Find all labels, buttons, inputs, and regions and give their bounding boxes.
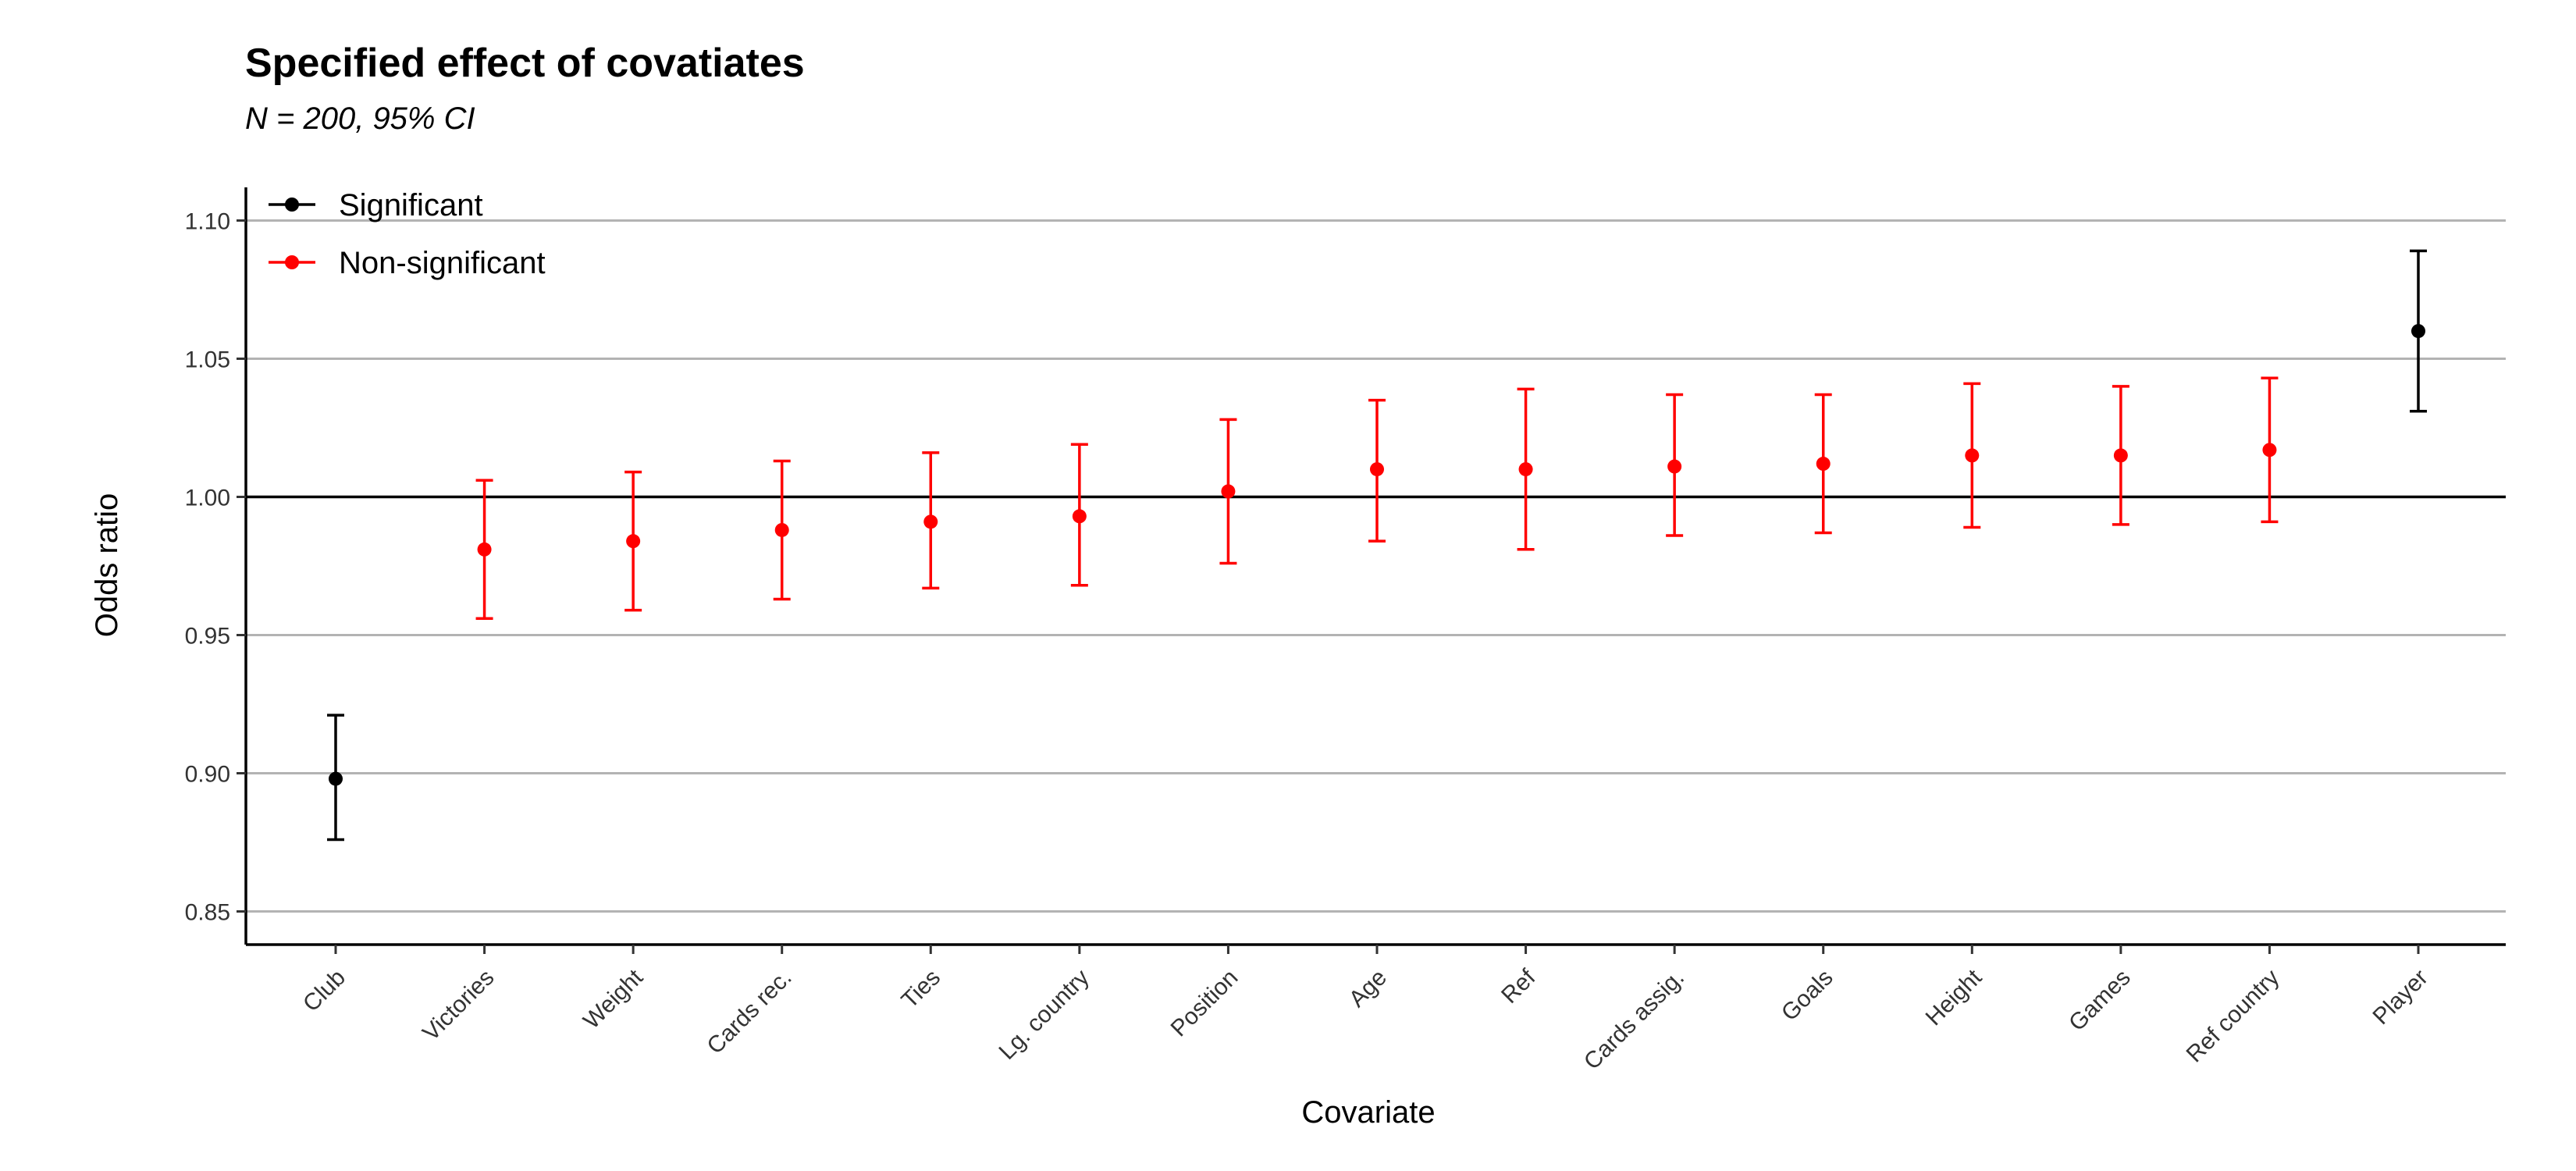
data-point [2411, 324, 2425, 339]
legend-label: Non-significant [339, 246, 546, 280]
x-tick-label: Weight [578, 964, 648, 1034]
error-bar-group [922, 451, 940, 590]
y-tick-labels: 0.85 0.90 0.95 1.00 1.05 1.10 [185, 208, 230, 925]
error-bar-group [2410, 249, 2427, 413]
error-bar-group [2112, 385, 2129, 526]
x-tick-label: Age [1344, 965, 1392, 1013]
x-tick-label: Lg. country [994, 965, 1094, 1065]
data-point [477, 542, 492, 557]
error-bar-group [773, 459, 791, 601]
x-axis-title: Covariate [1301, 1095, 1435, 1130]
axes [237, 187, 2506, 954]
y-tick-label: 1.05 [185, 347, 230, 372]
x-tick-labels: Club Victories Weight Cards rec. Ties Lg. cou… [298, 964, 2433, 1075]
x-tick-label: Position [1166, 965, 1244, 1042]
legend-item: Significant [269, 188, 483, 222]
error-bar-group [475, 479, 493, 621]
y-tick-label: 0.95 [185, 624, 230, 650]
error-bar-group [1963, 382, 1981, 529]
y-tick-label: 1.00 [185, 485, 230, 511]
data-point [774, 522, 789, 537]
data-point [1370, 462, 1384, 477]
chart-subtitle: N = 200, 95% CI [245, 101, 475, 136]
data-point [329, 771, 343, 786]
x-tick-label: Ref [1496, 964, 1541, 1009]
data-point [1965, 448, 1980, 463]
x-tick-label: Ref country [2182, 965, 2285, 1068]
y-tick-label: 0.90 [185, 762, 230, 788]
error-bar-group [1814, 393, 1832, 535]
legend: Significant Non-significant [269, 188, 546, 280]
error-bar-group [1368, 398, 1386, 543]
x-tick-label: Ties [897, 965, 946, 1014]
data-point [2113, 448, 2128, 463]
legend-item: Non-significant [269, 246, 546, 280]
y-axis-title: Odds ratio [90, 493, 124, 638]
legend-key-point [285, 198, 299, 212]
y-tick-label: 1.10 [185, 208, 230, 234]
data-marks [327, 249, 2427, 842]
error-bar-group [327, 714, 344, 842]
error-bar-group [1517, 387, 1535, 551]
data-point [626, 534, 641, 549]
data-point [2262, 443, 2277, 457]
y-tick-label: 0.85 [185, 900, 230, 926]
error-bar-group [624, 470, 642, 612]
x-tick-label: Club [298, 965, 350, 1017]
x-tick-label: Player [2368, 965, 2432, 1030]
error-bar-group [1219, 418, 1237, 565]
data-point [1518, 462, 1533, 477]
x-tick-label: Height [1921, 964, 1987, 1030]
gridlines [246, 219, 2506, 913]
error-bar-group [1070, 443, 1088, 587]
error-bar-group [2261, 376, 2279, 524]
data-point [1816, 457, 1831, 472]
x-tick-label: Cards assig. [1579, 965, 1689, 1075]
x-tick-label: Games [2064, 965, 2136, 1037]
legend-key-point [285, 255, 299, 269]
x-tick-label: Cards rec. [702, 965, 796, 1059]
x-tick-label: Goals [1777, 965, 1838, 1027]
data-point [1667, 459, 1682, 474]
x-tick-label: Victories [418, 965, 499, 1046]
chart-title: Specified effect of covatiates [245, 41, 805, 86]
data-point [923, 514, 938, 529]
error-bar-group [1666, 393, 1684, 537]
data-point [1221, 484, 1236, 499]
legend-label: Significant [339, 188, 483, 222]
data-point [1072, 509, 1087, 524]
